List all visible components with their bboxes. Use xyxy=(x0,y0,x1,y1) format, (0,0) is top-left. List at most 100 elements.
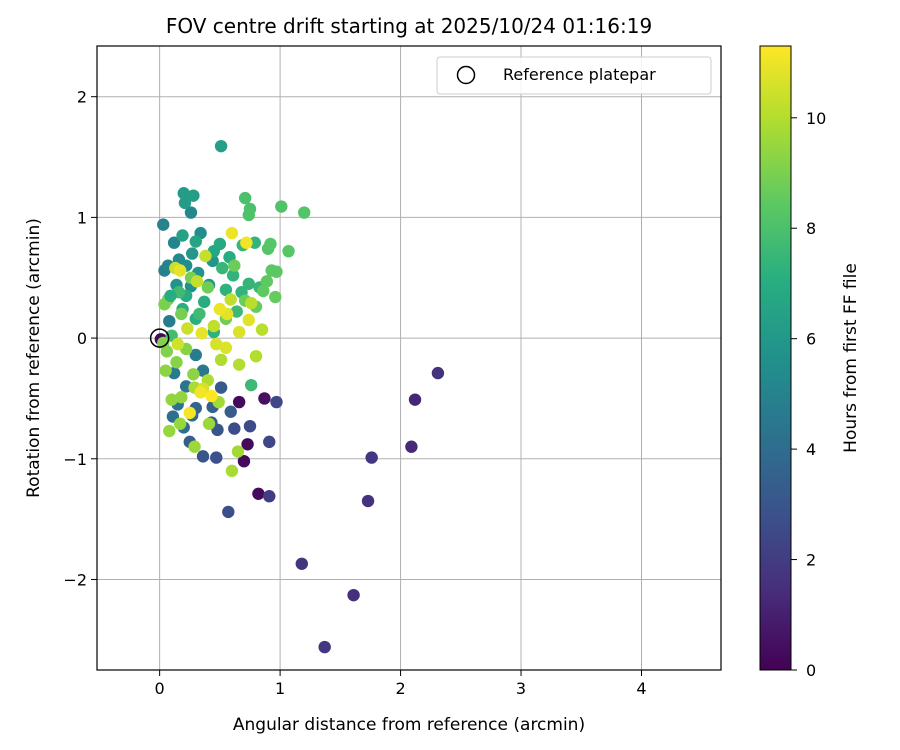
colorbar-tick-label: 6 xyxy=(806,330,816,349)
data-point xyxy=(238,191,252,205)
data-point xyxy=(170,356,183,369)
data-point xyxy=(198,295,211,309)
data-point xyxy=(219,341,233,354)
y-axis-label: Rotation from reference (arcmin) xyxy=(24,218,44,498)
data-point xyxy=(173,417,187,430)
data-point xyxy=(160,345,174,358)
data-point xyxy=(214,353,228,367)
colorbar: 0 2 4 6 8 10 Hours from first FF file xyxy=(759,45,861,680)
data-point xyxy=(157,218,170,231)
x-tick-label: 1 xyxy=(275,679,285,698)
data-point xyxy=(185,247,199,260)
colorbar-tick-label: 4 xyxy=(806,440,816,459)
data-point xyxy=(183,406,196,420)
y-tick-label: −2 xyxy=(63,570,87,589)
data-point xyxy=(163,314,176,328)
data-point xyxy=(431,366,445,380)
data-point xyxy=(193,307,206,321)
data-point xyxy=(214,139,228,153)
data-point xyxy=(263,489,276,503)
data-point xyxy=(189,235,202,248)
colorbar-label: Hours from first FF file xyxy=(841,263,861,453)
chart-title: FOV centre drift starting at 2025/10/24 … xyxy=(166,14,652,38)
data-point xyxy=(189,348,202,362)
data-point xyxy=(269,290,282,304)
x-axis-ticks: 0 1 2 3 4 xyxy=(155,670,647,698)
reference-platepar-marker xyxy=(149,328,170,348)
y-tick-label: 2 xyxy=(77,88,87,107)
colorbar-tick-label: 8 xyxy=(806,219,816,238)
data-point xyxy=(270,265,283,278)
data-point xyxy=(199,249,212,263)
data-point xyxy=(175,391,188,404)
data-point xyxy=(214,381,228,394)
data-point xyxy=(187,368,200,381)
data-point xyxy=(232,325,246,339)
data-point xyxy=(167,236,181,249)
colorbar-tick-label: 10 xyxy=(806,109,826,128)
data-point xyxy=(318,640,331,654)
data-point xyxy=(258,392,271,405)
data-point xyxy=(201,281,215,294)
data-point xyxy=(252,487,265,500)
y-tick-label: 0 xyxy=(77,329,87,348)
data-point xyxy=(237,454,251,468)
data-point xyxy=(232,395,246,409)
data-point xyxy=(270,395,283,409)
data-point xyxy=(225,226,239,240)
x-tick-label: 3 xyxy=(516,679,526,698)
data-point xyxy=(181,322,194,335)
data-point xyxy=(263,435,276,449)
data-point xyxy=(213,237,227,251)
y-axis-ticks: −2 −1 0 1 2 xyxy=(63,88,97,589)
data-point xyxy=(264,237,277,251)
data-point xyxy=(224,293,237,306)
data-point xyxy=(222,505,235,519)
colorbar-tick-label: 2 xyxy=(806,551,816,570)
colorbar-tick-label: 0 xyxy=(806,661,816,680)
data-point xyxy=(365,451,378,464)
data-point xyxy=(242,208,255,222)
data-point xyxy=(175,307,188,321)
legend-box xyxy=(436,56,712,95)
legend-entry-reference: Reference platepar xyxy=(503,65,656,84)
data-point xyxy=(405,440,418,453)
data-point xyxy=(219,283,233,297)
x-tick-label: 4 xyxy=(636,679,646,698)
legend: Reference platepar xyxy=(436,56,712,95)
x-axis-label: Angular distance from reference (arcmin) xyxy=(233,715,585,735)
data-point xyxy=(244,378,258,392)
data-point xyxy=(216,261,229,275)
data-point xyxy=(188,440,201,453)
data-point xyxy=(225,464,239,478)
data-point xyxy=(260,275,274,288)
data-point xyxy=(224,405,237,418)
legend-marker-icon xyxy=(456,65,476,85)
y-tick-label: −1 xyxy=(63,450,87,469)
data-point xyxy=(242,313,255,327)
data-point xyxy=(190,275,204,288)
data-point xyxy=(195,327,209,340)
x-tick-label: 2 xyxy=(395,679,405,698)
data-point xyxy=(228,259,241,272)
data-point xyxy=(210,337,223,351)
data-point xyxy=(275,200,288,213)
data-point xyxy=(210,451,223,464)
data-point xyxy=(177,187,190,200)
data-point xyxy=(165,393,178,406)
reference-point-marker xyxy=(149,328,170,348)
data-point xyxy=(176,229,189,242)
data-point xyxy=(205,389,218,403)
data-point xyxy=(196,364,210,377)
data-point xyxy=(171,337,184,351)
data-point xyxy=(163,424,176,438)
data-point xyxy=(207,319,221,333)
data-point xyxy=(244,296,258,310)
data-point xyxy=(232,358,246,371)
data-point xyxy=(255,323,269,336)
data-point xyxy=(361,494,375,508)
axes-frame xyxy=(96,45,722,671)
data-point xyxy=(159,364,172,377)
data-point xyxy=(231,445,245,458)
